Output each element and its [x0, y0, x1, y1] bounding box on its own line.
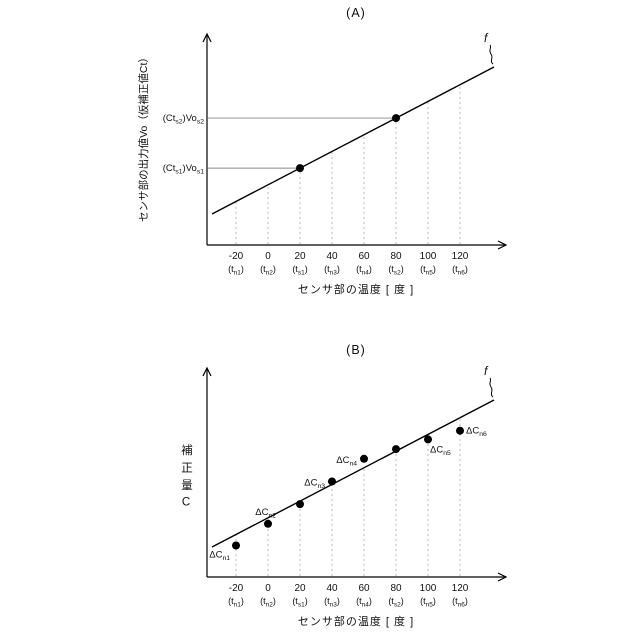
- reference-value-label: (Cts1)Vos1: [163, 163, 205, 176]
- data-point: [296, 164, 304, 173]
- x-tick-name: (tn4): [356, 264, 372, 277]
- data-point: [424, 435, 432, 444]
- x-tick-number: 80: [390, 583, 402, 594]
- data-point: [328, 477, 336, 486]
- y-axis-arrow: [202, 366, 212, 377]
- x-tick-number: 80: [390, 251, 402, 262]
- x-tick-number: 120: [452, 251, 469, 262]
- chart-b-y-axis-label: 補正量C: [180, 444, 192, 515]
- line-f: [211, 399, 495, 548]
- x-tick-name: (tn6): [452, 264, 468, 277]
- chart-a-x-axis-label: センサ部の温度 [ 度 ]: [297, 284, 415, 296]
- x-tick-number: 60: [358, 251, 370, 262]
- x-tick-name: (tn2): [260, 264, 276, 277]
- x-tick-name: (tn4): [356, 596, 372, 609]
- x-tick-name: (tn1): [228, 264, 244, 277]
- x-tick-number: 40: [326, 583, 338, 594]
- chart-b-x-axis-label: センサ部の温度 [ 度 ]: [297, 616, 415, 628]
- point-delta-label: ΔCn5: [430, 444, 451, 457]
- f-leader-squiggle: [489, 377, 494, 398]
- x-tick-number: -20: [229, 251, 244, 262]
- x-tick-number: -20: [229, 583, 244, 594]
- x-tick-number: 100: [420, 251, 437, 262]
- chart-a-y-axis-label: センサ部の出力値Vo（仮補正値Ct）: [138, 52, 150, 222]
- x-tick-name: (tn3): [324, 596, 340, 609]
- point-delta-label: ΔCn4: [336, 455, 357, 468]
- point-delta-label: ΔCn6: [466, 426, 487, 439]
- x-tick-name: (tn1): [228, 596, 244, 609]
- x-tick-name: (ts2): [388, 264, 403, 277]
- x-tick-number: 20: [294, 583, 306, 594]
- data-point: [392, 445, 400, 454]
- x-tick-number: 0: [265, 583, 271, 594]
- y-axis-arrow: [202, 32, 212, 43]
- point-delta-label: ΔCn3: [304, 477, 325, 490]
- x-tick-name: (tn2): [260, 596, 276, 609]
- data-point: [232, 541, 240, 550]
- x-axis-arrow: [497, 240, 508, 250]
- reference-value-label: (Cts2)Vos2: [163, 113, 205, 126]
- x-tick-name: (tn3): [324, 264, 340, 277]
- data-point: [392, 114, 400, 123]
- f-leader-squiggle: [489, 44, 494, 65]
- x-tick-name: (ts1): [292, 596, 307, 609]
- x-tick-number: 100: [420, 583, 437, 594]
- point-delta-label: ΔCn2: [255, 507, 276, 520]
- x-tick-name: (tn5): [420, 264, 436, 277]
- x-tick-number: 0: [265, 251, 271, 262]
- x-tick-name: (ts1): [292, 264, 307, 277]
- x-tick-number: 120: [452, 583, 469, 594]
- data-point: [456, 426, 464, 435]
- line-f: [211, 66, 495, 215]
- line-f-label: f: [484, 364, 489, 378]
- chart-a-title: (A): [346, 6, 366, 20]
- x-tick-name: (ts2): [388, 596, 403, 609]
- chart-b-title: (B): [346, 343, 366, 357]
- data-point: [360, 454, 368, 463]
- line-f-label: f: [484, 31, 489, 45]
- x-axis-arrow: [497, 572, 508, 582]
- point-delta-label: ΔCn1: [209, 549, 230, 562]
- x-tick-number: 60: [358, 583, 370, 594]
- data-point: [264, 519, 272, 528]
- x-tick-number: 20: [294, 251, 306, 262]
- x-tick-number: 40: [326, 251, 338, 262]
- x-tick-name: (tn5): [420, 596, 436, 609]
- data-point: [296, 500, 304, 509]
- x-tick-name: (tn6): [452, 596, 468, 609]
